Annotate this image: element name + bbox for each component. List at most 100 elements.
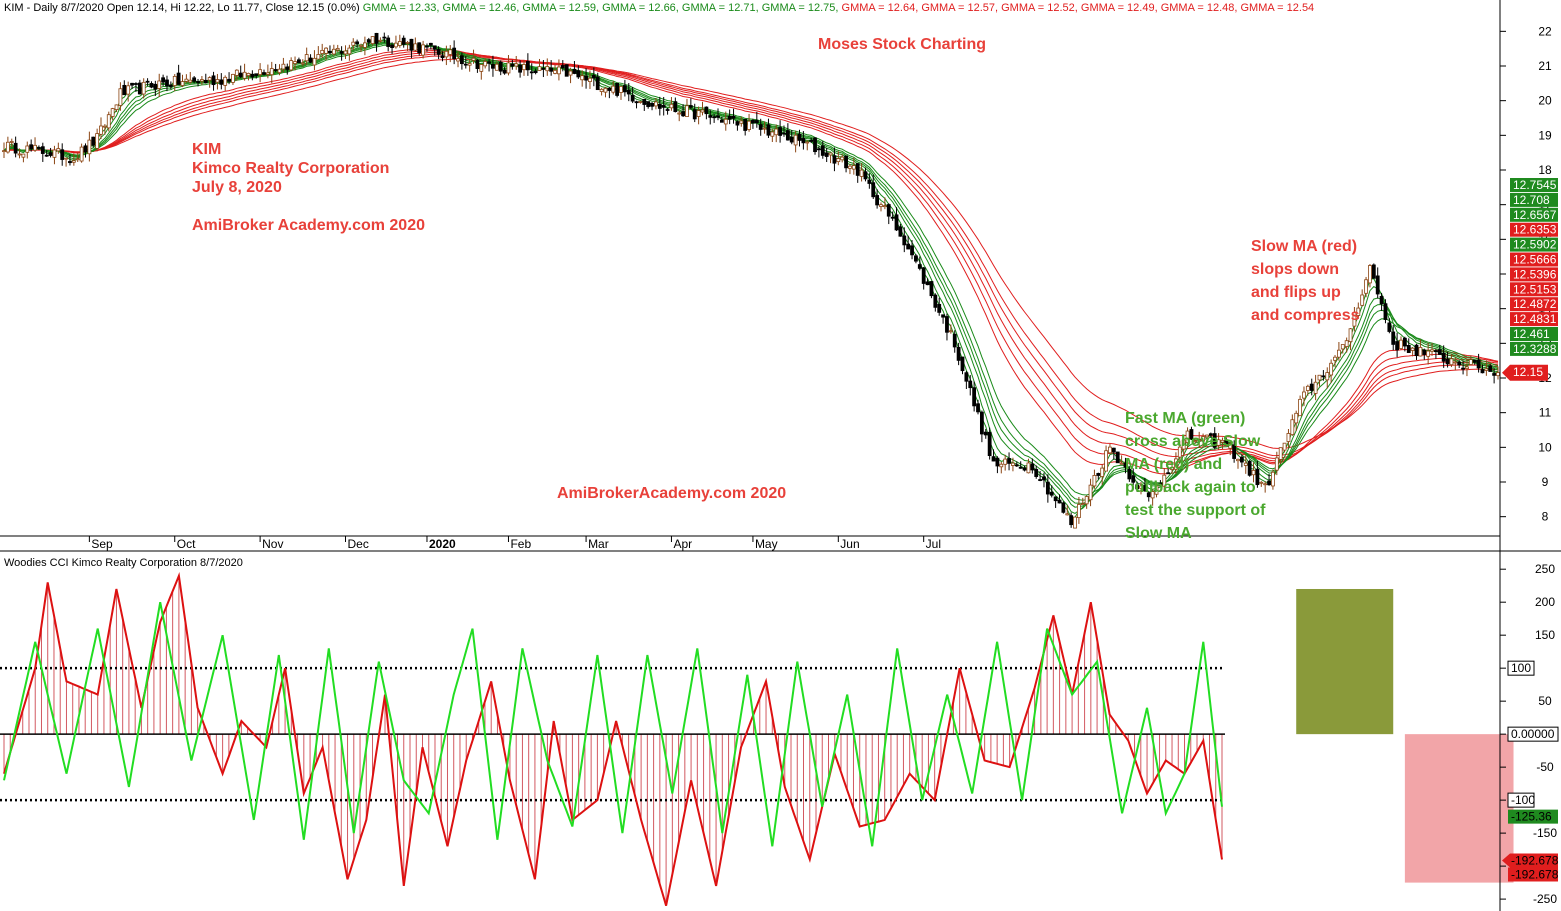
price-badge-bg: [1510, 192, 1558, 207]
candle-body: [390, 44, 394, 48]
price-badge-bg: [1510, 207, 1558, 222]
price-y-tick-label: 20: [1538, 94, 1552, 108]
candle-body: [370, 36, 375, 44]
price-badge: 12.5666: [1510, 252, 1558, 267]
candle-body: [560, 65, 565, 69]
candle-body: [227, 78, 231, 82]
candle-body: [1305, 385, 1310, 391]
cci-badge-bg: [1502, 853, 1558, 868]
candle-body: [467, 63, 472, 66]
candle-body: [572, 68, 577, 74]
candle-body: [498, 61, 503, 72]
candle-body: [685, 105, 689, 117]
candle-body: [494, 63, 499, 71]
candle-body: [359, 44, 363, 47]
candle-body: [328, 50, 332, 54]
candle-body: [844, 155, 848, 169]
cci-badge-bg: [1508, 867, 1558, 882]
candle-body: [1263, 483, 1268, 486]
candle-body: [479, 64, 484, 72]
candle-body: [979, 411, 984, 435]
candle-body: [1061, 502, 1066, 513]
price-badge-label: 12.4872: [1513, 297, 1557, 311]
candle-body: [553, 69, 557, 74]
candle-body: [704, 106, 709, 115]
price-badge-label: 12.5396: [1513, 267, 1557, 281]
cci-y-tick-label: 200: [1535, 595, 1555, 609]
candle-body: [102, 125, 107, 128]
candle-body: [1181, 439, 1186, 450]
candle-body: [83, 145, 88, 153]
candle-body: [1084, 496, 1089, 505]
price-y-tick-label: 21: [1538, 59, 1552, 73]
candle-body: [13, 142, 18, 154]
candle-body: [1243, 462, 1248, 466]
fast-ma-line-15: [3, 43, 1499, 496]
candle-body: [1154, 485, 1159, 495]
price-badge-label: 12.461: [1513, 327, 1550, 341]
candle-body: [386, 37, 391, 47]
candle-body: [37, 147, 41, 149]
price-badge: 12.3288: [1510, 341, 1558, 356]
candle-body: [1437, 349, 1442, 355]
candle-body: [141, 81, 146, 95]
academy-top-annotation: AmiBroker Academy.com 2020: [192, 217, 425, 234]
candle-body: [1150, 491, 1155, 499]
candle-body: [471, 57, 476, 61]
candle-body: [914, 255, 918, 262]
candle-body: [44, 154, 49, 157]
candle-body: [576, 70, 581, 78]
candle-body: [1011, 462, 1015, 466]
candle-body: [809, 140, 814, 142]
header-gmma-2: GMMA = 12.59,: [522, 2, 602, 14]
candle-body: [999, 463, 1004, 468]
candle-body: [300, 62, 305, 65]
candle-body: [801, 138, 806, 144]
candle-body: [1247, 460, 1252, 476]
cci-header: Woodies CCI Kimco Realty Corporation 8/7…: [4, 557, 243, 569]
price-badge: 12.4872: [1510, 297, 1558, 312]
candle-body: [731, 115, 736, 119]
candle-body: [1146, 492, 1151, 498]
candle-body: [941, 314, 945, 318]
candle-body: [192, 77, 197, 82]
candle-body: [824, 152, 829, 157]
candle-body: [1395, 341, 1400, 351]
candle-body: [1488, 365, 1493, 372]
candle-body: [828, 152, 833, 156]
candle-body: [21, 153, 26, 158]
candle-body: [1340, 344, 1345, 350]
candle-body: [1228, 443, 1233, 449]
price-badge-label: 12.4831: [1513, 312, 1557, 326]
cci-badge: -125.36: [1508, 809, 1558, 824]
candle-body: [289, 60, 294, 71]
candle-body: [374, 32, 379, 44]
candle-body: [607, 87, 612, 91]
fast-note-5: test the support of: [1125, 502, 1266, 519]
candle-body: [739, 120, 744, 124]
candle-body: [638, 101, 643, 103]
candle-body: [475, 59, 480, 69]
candle-body: [1162, 474, 1167, 487]
candle-body: [533, 70, 538, 74]
candle-body: [1232, 444, 1237, 459]
candle-body: [176, 72, 181, 85]
x-tick-label: Jun: [840, 537, 859, 551]
candle-body: [1461, 367, 1465, 370]
candle-body: [719, 119, 724, 123]
candle-body: [231, 73, 235, 83]
candle-body: [1387, 322, 1392, 332]
x-tick-label: 2020: [429, 537, 456, 551]
candle-body: [1267, 480, 1271, 486]
candle-body: [863, 171, 868, 180]
fast-note-1: Fast MA (green): [1125, 410, 1245, 427]
candle-body: [281, 63, 286, 70]
candle-body: [669, 103, 674, 109]
candle-body: [622, 85, 627, 93]
candle-body: [832, 155, 837, 164]
candle-body: [964, 372, 969, 382]
candle-body: [1414, 344, 1419, 357]
candle-body: [161, 77, 166, 83]
candle-body: [945, 316, 949, 333]
candle-body: [848, 165, 852, 169]
